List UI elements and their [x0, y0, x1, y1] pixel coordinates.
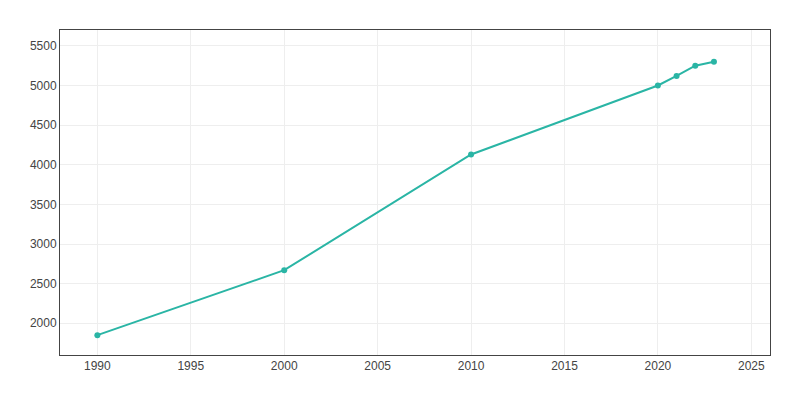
svg-text:2000: 2000 — [271, 359, 298, 373]
svg-text:5500: 5500 — [30, 39, 57, 53]
svg-text:4500: 4500 — [30, 118, 57, 132]
svg-text:1990: 1990 — [84, 359, 111, 373]
svg-text:3000: 3000 — [30, 237, 57, 251]
svg-text:1995: 1995 — [177, 359, 204, 373]
svg-text:2500: 2500 — [30, 277, 57, 291]
svg-text:2010: 2010 — [458, 359, 485, 373]
svg-text:2005: 2005 — [364, 359, 391, 373]
svg-text:3500: 3500 — [30, 198, 57, 212]
svg-text:2025: 2025 — [738, 359, 765, 373]
svg-text:2000: 2000 — [30, 316, 57, 330]
svg-text:5000: 5000 — [30, 79, 57, 93]
svg-text:2020: 2020 — [645, 359, 672, 373]
svg-text:2015: 2015 — [551, 359, 578, 373]
svg-text:4000: 4000 — [30, 158, 57, 172]
